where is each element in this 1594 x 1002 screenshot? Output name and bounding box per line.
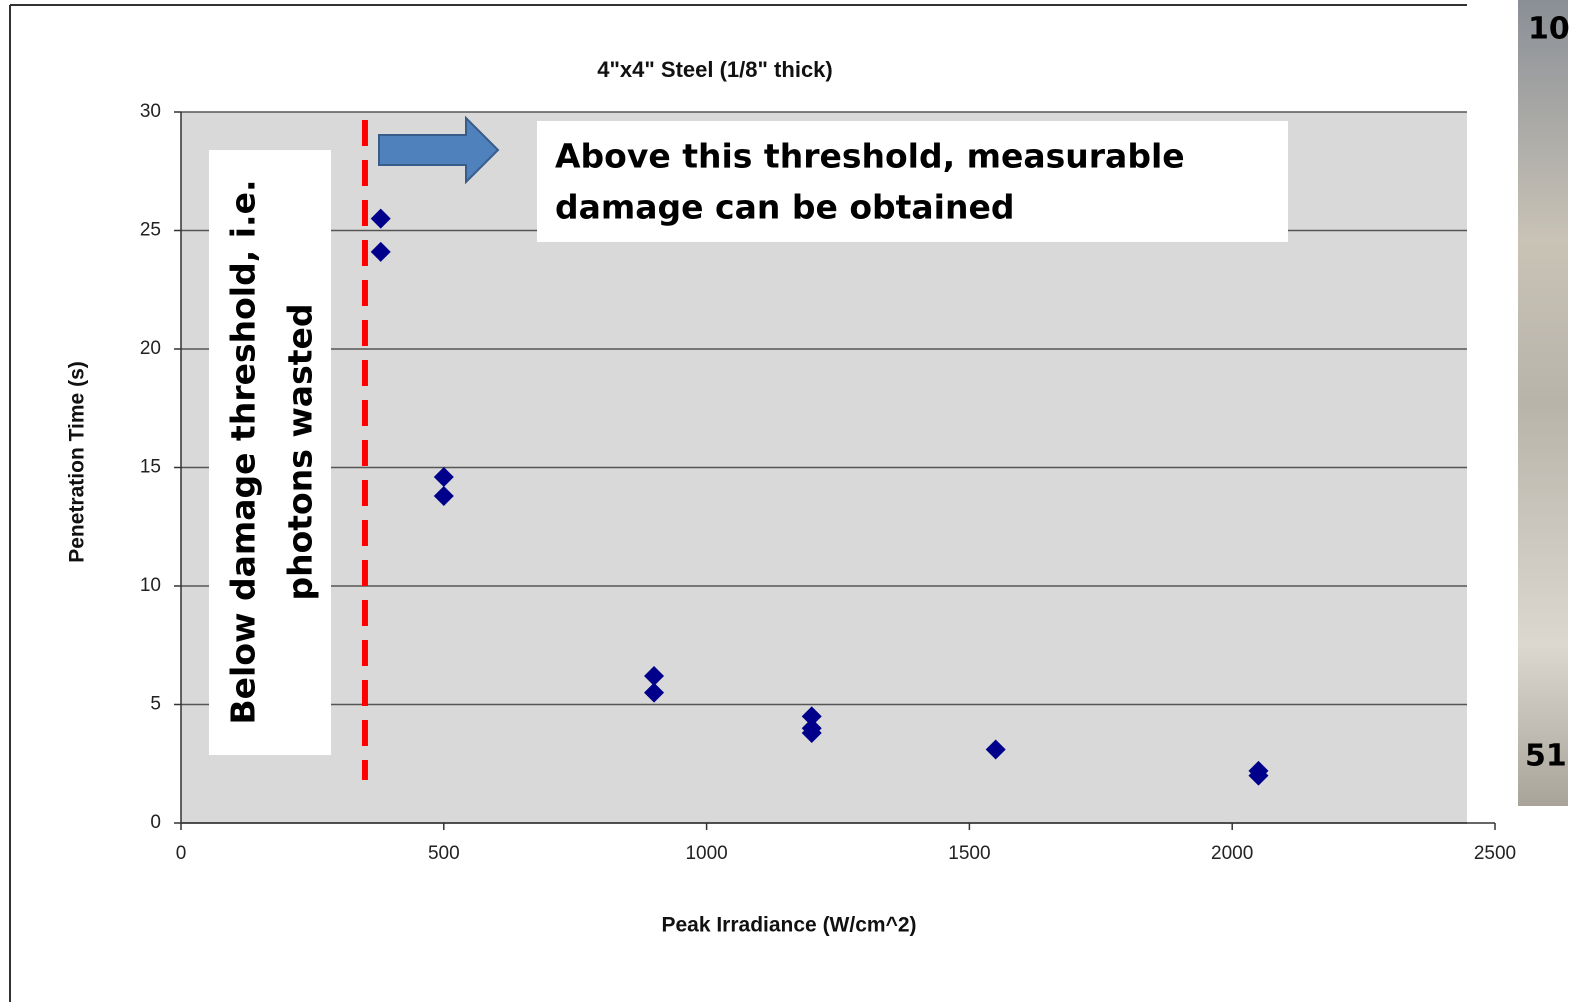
data-point [1248, 765, 1269, 786]
side-label: 10 [1528, 12, 1570, 47]
data-point [433, 485, 454, 506]
annotation-text: Below damage threshold, i.e. [224, 180, 263, 725]
annotation-text: photons wasted [281, 303, 320, 600]
data-point [644, 666, 665, 687]
y-axis-title: Penetration Time (s) [66, 361, 89, 563]
data-point [985, 739, 1006, 760]
arrow [378, 115, 500, 185]
x-tick-label: 0 [176, 843, 187, 864]
side-label: 51 [1525, 739, 1567, 774]
y-tick-label: 20 [140, 338, 161, 359]
data-point [433, 466, 454, 487]
y-tick-label: 15 [140, 457, 161, 478]
annotation-box [537, 121, 1288, 242]
y-tick-label: 5 [150, 694, 161, 715]
y-tick-label: 10 [140, 575, 161, 596]
data-point [644, 682, 665, 703]
x-tick-label: 2000 [1211, 843, 1253, 864]
y-tick-label: 25 [140, 220, 161, 241]
annotation-text: Above this threshold, measurable [555, 137, 1185, 176]
data-point [370, 241, 391, 262]
annotation-text: damage can be obtained [555, 188, 1015, 227]
x-tick-label: 500 [428, 843, 460, 864]
annotation-box [209, 150, 331, 755]
x-axis-title: Peak Irradiance (W/cm^2) [661, 914, 916, 937]
data-point [801, 722, 822, 743]
chart-title: 4"x4" Steel (1/8" thick) [597, 57, 833, 82]
photo [1518, 0, 1568, 806]
y-tick-label: 30 [140, 101, 161, 122]
y-tick-label: 0 [150, 812, 161, 833]
data-point [801, 706, 822, 727]
x-tick-label: 1500 [948, 843, 990, 864]
x-tick-label: 1000 [685, 843, 727, 864]
x-tick-label: 2500 [1474, 843, 1516, 864]
data-point [370, 208, 391, 229]
